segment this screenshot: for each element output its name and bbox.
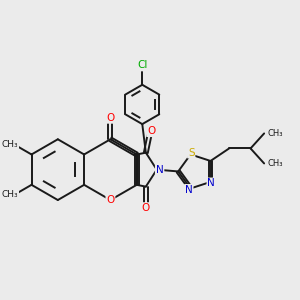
Text: CH₃: CH₃ (1, 140, 18, 149)
Text: S: S (188, 148, 195, 158)
Text: O: O (142, 203, 150, 213)
Text: CH₃: CH₃ (1, 190, 18, 199)
Text: N: N (207, 178, 215, 188)
Text: O: O (106, 113, 115, 123)
Text: CH₃: CH₃ (268, 129, 283, 138)
Text: CH₃: CH₃ (268, 159, 283, 168)
Text: O: O (106, 195, 115, 205)
Text: N: N (185, 185, 193, 195)
Text: O: O (147, 126, 155, 136)
Text: Cl: Cl (137, 61, 148, 70)
Text: N: N (156, 165, 164, 175)
